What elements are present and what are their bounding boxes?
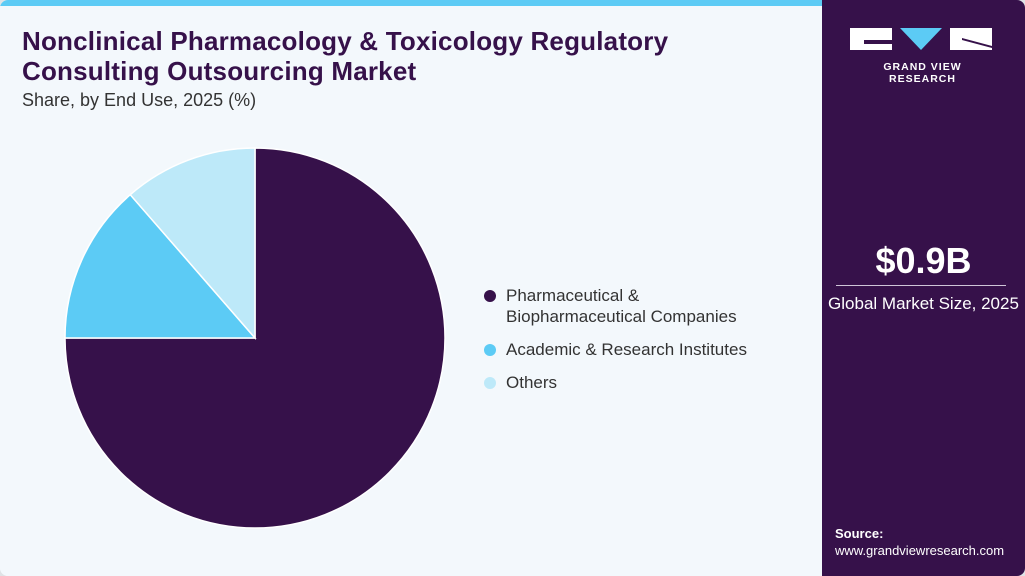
pie-chart (64, 147, 446, 529)
sidebar: GRAND VIEW RESEARCH $0.9B Global Market … (822, 0, 1025, 576)
legend: Pharmaceutical & Biopharmaceutical Compa… (484, 285, 786, 405)
pie-slice (64, 193, 257, 339)
legend-label: Others (506, 373, 558, 392)
pie-slice (129, 147, 256, 341)
legend-label: Academic & Research Institutes (506, 340, 747, 359)
legend-dot-icon (484, 344, 496, 356)
gvr-logo-icon (850, 28, 992, 50)
market-size-value: $0.9B (875, 240, 972, 281)
source: Source: www.grandviewresearch.com (835, 525, 1004, 559)
divider (836, 285, 1006, 286)
legend-item-others: Others (484, 372, 786, 393)
source-label: Source: (835, 526, 884, 541)
brand-logo: GRAND VIEW RESEARCH (850, 28, 995, 85)
market-size-label: Global Market Size, 2025 (828, 294, 1019, 313)
legend-item-pharma: Pharmaceutical & Biopharmaceutical Compa… (484, 285, 786, 327)
legend-label: Pharmaceutical & Biopharmaceutical Compa… (506, 286, 737, 326)
legend-dot-icon (484, 377, 496, 389)
legend-dot-icon (484, 290, 496, 302)
source-url[interactable]: www.grandviewresearch.com (835, 543, 1005, 558)
chart-subtitle: Share, by End Use, 2025 (%) (22, 90, 257, 110)
accent-bar (0, 0, 822, 6)
brand-name: GRAND VIEW RESEARCH (883, 61, 962, 85)
legend-item-academic: Academic & Research Institutes (484, 339, 786, 360)
chart-title: Nonclinical Pharmacology & Toxicology Re… (22, 26, 669, 86)
